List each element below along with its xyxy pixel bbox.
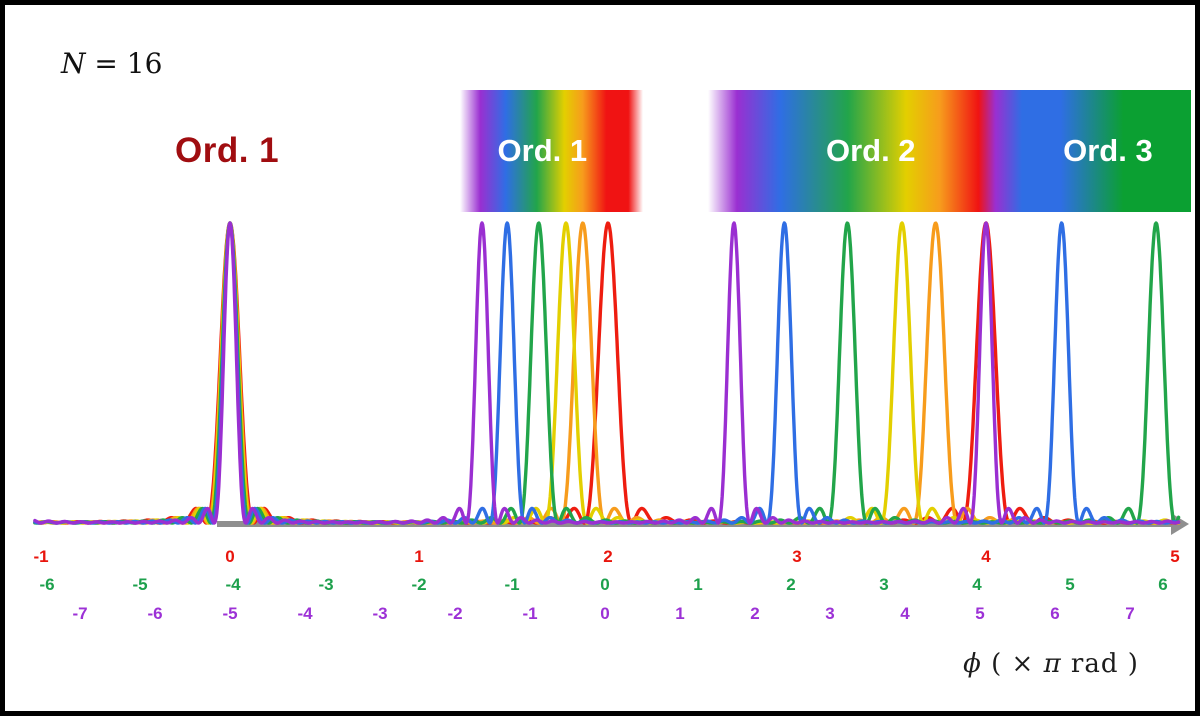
red-phase-axis-tick: 3 (792, 547, 802, 566)
violet-phase-axis-tick: -7 (72, 604, 88, 623)
violet-phase-axis-tick: -3 (372, 604, 388, 623)
violet-phase-axis-tick: 6 (1050, 604, 1060, 623)
violet-phase-axis-tick: -6 (147, 604, 163, 623)
red-phase-axis-tick: 4 (981, 547, 991, 566)
left-order1-label: Ord. 1 (175, 131, 280, 170)
n-value: = 16 (85, 47, 163, 80)
band-order-label: Ord. 1 (497, 133, 588, 168)
green-phase-axis-tick: -2 (411, 575, 427, 594)
green-phase-axis-tick: -6 (39, 575, 55, 594)
violet-phase-axis-tick: -4 (297, 604, 313, 623)
spectrum-bands: Ord. 1 Ord. 2 Ord. 3 (5, 5, 1195, 711)
green-phase-axis-tick: 5 (1065, 575, 1075, 594)
green-phase-axis-tick: 6 (1158, 575, 1168, 594)
x-axis-arrowhead-icon (1171, 513, 1189, 535)
green-phase-axis-tick: 1 (693, 575, 703, 594)
violet-phase-axis-tick: 0 (600, 604, 610, 623)
green-phase-axis-tick: -5 (132, 575, 148, 594)
red-phase-axis-tick: 1 (414, 547, 424, 566)
axis-tick-rows: -1 0 1 2 3 4 5 -6 -5 -4 -3 -2 -1 0 1 2 3 4 5 6 -7 -6 -5 -4 -3 -2-… (5, 5, 1195, 711)
violet-phase-axis-tick: -1 (522, 604, 538, 623)
pi-symbol: π (1043, 649, 1062, 679)
violet-phase-axis-tick: -5 (222, 604, 238, 623)
red-phase-axis-tick: 0 (225, 547, 235, 566)
violet-phase-axis-tick: 4 (900, 604, 910, 623)
violet-phase-axis-tick: 3 (825, 604, 835, 623)
order-1-spectrum-band: Ord. 1 (460, 90, 643, 212)
band-order-label: Ord. 3 (1063, 133, 1153, 168)
green-phase-axis-tick: 3 (879, 575, 889, 594)
green-phase-axis-tick: -3 (318, 575, 334, 594)
slit-count-label: N = 16 (61, 47, 162, 80)
red-phase-axis-tick: 5 (1170, 547, 1180, 566)
phi-symbol: ϕ (963, 649, 982, 679)
green-phase-axis-tick: 2 (786, 575, 796, 594)
band-order-label: Ord. 2 (825, 133, 916, 168)
x-axis-label: ϕ ( × π rad ) (963, 649, 1139, 679)
order-2-3-spectrum-band: Ord. 2 Ord. 3 (708, 90, 1191, 212)
green-phase-axis-tick: -4 (225, 575, 241, 594)
n-variable: N (61, 47, 86, 80)
violet-phase-axis-tick: -2 (447, 604, 463, 623)
green-phase-axis-tick: -1 (504, 575, 520, 594)
violet-phase-axis-tick: 7 (1125, 604, 1135, 623)
green-phase-axis-tick: 0 (600, 575, 610, 594)
axis-label-end: rad ) (1061, 649, 1139, 679)
violet-phase-axis-tick: 1 (675, 604, 685, 623)
interference-curve-violet (33, 221, 1181, 525)
interference-plot (33, 221, 1189, 535)
axis-label-mid: ( × (981, 649, 1044, 679)
red-phase-axis-tick: 2 (603, 547, 613, 566)
green-phase-axis-tick: 4 (972, 575, 982, 594)
red-phase-axis-tick: -1 (33, 547, 49, 566)
violet-phase-axis-tick: 2 (750, 604, 760, 623)
violet-phase-axis-tick: 5 (975, 604, 985, 623)
